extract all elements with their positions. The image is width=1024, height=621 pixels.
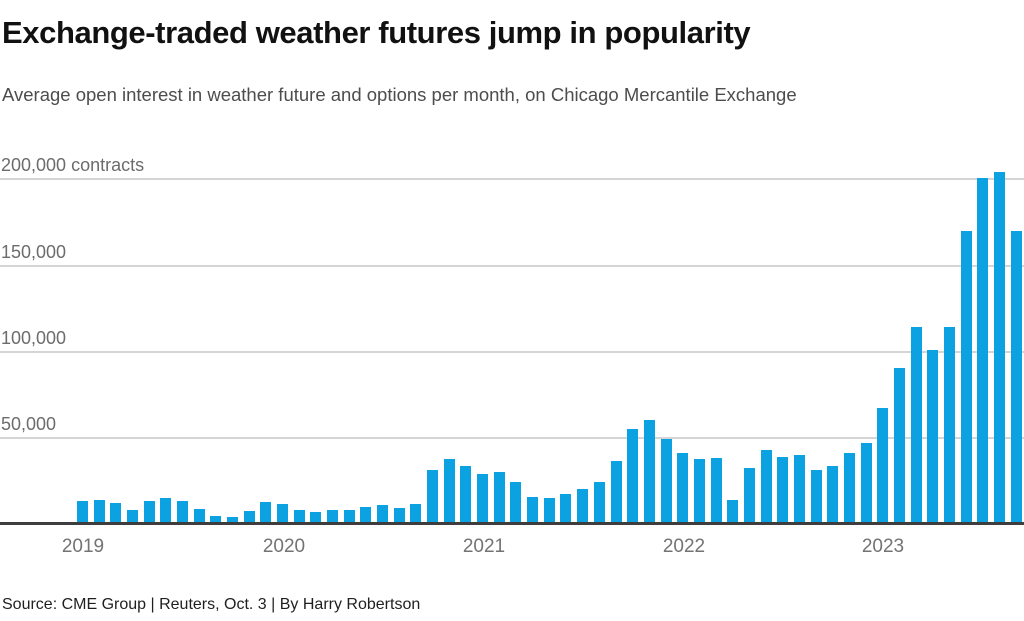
bar-2019-06 xyxy=(160,498,172,522)
bar-2022-11 xyxy=(843,453,855,522)
gridline-200k xyxy=(0,178,1024,180)
source-attribution: Source: CME Group | Reuters, Oct. 3 | By… xyxy=(2,596,421,613)
bar-2022-02 xyxy=(693,458,705,522)
bar-2022-12 xyxy=(860,443,872,522)
bar-2020-08 xyxy=(393,508,405,522)
x-axis-label-2020: 2020 xyxy=(262,536,306,557)
bar-2019-11 xyxy=(243,511,255,522)
bar-2021-12 xyxy=(660,438,672,522)
bar-2020-02 xyxy=(293,510,305,522)
bar-2022-04 xyxy=(727,500,739,522)
bar-2019-09 xyxy=(210,516,222,522)
x-axis-label-2019: 2019 xyxy=(61,536,105,557)
bar-2021-05 xyxy=(543,498,555,522)
bar-2022-09 xyxy=(810,470,822,522)
bar-2021-06 xyxy=(560,493,572,522)
bar-2019-08 xyxy=(193,508,205,522)
gridline-150k xyxy=(0,265,1024,267)
bar-2022-10 xyxy=(827,465,839,522)
bar-2019-12 xyxy=(260,502,272,522)
bar-2023-05 xyxy=(943,327,955,522)
bar-2019-07 xyxy=(177,501,189,522)
bar-2019-10 xyxy=(227,516,239,522)
gridline-100k xyxy=(0,351,1024,353)
bar-2023-06 xyxy=(960,231,972,522)
bar-2019-03 xyxy=(110,502,122,522)
bar-2019-05 xyxy=(143,501,155,522)
bar-2020-10 xyxy=(427,469,439,522)
bar-2020-04 xyxy=(327,510,339,522)
bar-2021-02 xyxy=(493,471,505,522)
gridline-50k xyxy=(0,437,1024,439)
x-axis-label-2022: 2022 xyxy=(662,536,706,557)
bar-2023-03 xyxy=(910,326,922,522)
bar-2020-07 xyxy=(377,504,389,522)
bar-2022-08 xyxy=(793,454,805,522)
bar-2021-08 xyxy=(593,482,605,522)
bar-2022-03 xyxy=(710,458,722,522)
bar-2022-06 xyxy=(760,449,772,522)
y-axis-label-150k: 150,000 xyxy=(1,242,67,262)
bar-2021-10 xyxy=(627,429,639,522)
bar-2021-03 xyxy=(510,482,522,522)
x-axis-label-2021: 2021 xyxy=(462,536,506,557)
bar-2021-11 xyxy=(643,419,655,522)
bar-2020-11 xyxy=(443,459,455,522)
bar-2021-09 xyxy=(610,460,622,522)
bar-2023-07 xyxy=(977,178,989,522)
bar-2023-02 xyxy=(893,367,905,522)
bar-2020-09 xyxy=(410,503,422,522)
bar-2023-08 xyxy=(993,172,1005,522)
bar-2021-07 xyxy=(577,488,589,522)
bar-2022-05 xyxy=(743,468,755,522)
bar-2019-04 xyxy=(127,510,139,522)
bar-series xyxy=(77,122,1022,522)
bar-2020-05 xyxy=(343,510,355,522)
page-title: Exchange-traded weather futures jump in … xyxy=(2,15,751,50)
bar-2023-04 xyxy=(927,350,939,522)
y-axis-label-200k: 200,000 contracts xyxy=(1,155,145,175)
bar-2022-01 xyxy=(677,452,689,522)
bar-2022-07 xyxy=(777,456,789,522)
bar-2023-09 xyxy=(1010,231,1022,522)
bar-2021-04 xyxy=(527,496,539,522)
bar-2023-01 xyxy=(877,407,889,522)
bar-2020-06 xyxy=(360,506,372,522)
bar-2020-03 xyxy=(310,511,322,522)
y-axis-label-100k: 100,000 xyxy=(1,328,67,348)
x-axis-line xyxy=(0,522,1024,525)
chart-subtitle: Average open interest in weather future … xyxy=(2,84,797,105)
bar-2020-01 xyxy=(277,503,289,522)
bar-2020-12 xyxy=(460,465,472,522)
bar-2021-01 xyxy=(477,474,489,522)
bar-2019-01 xyxy=(77,501,88,522)
x-axis-label-2023: 2023 xyxy=(861,536,905,557)
bar-2019-02 xyxy=(93,500,105,522)
y-axis-label-50k: 50,000 xyxy=(1,414,57,434)
